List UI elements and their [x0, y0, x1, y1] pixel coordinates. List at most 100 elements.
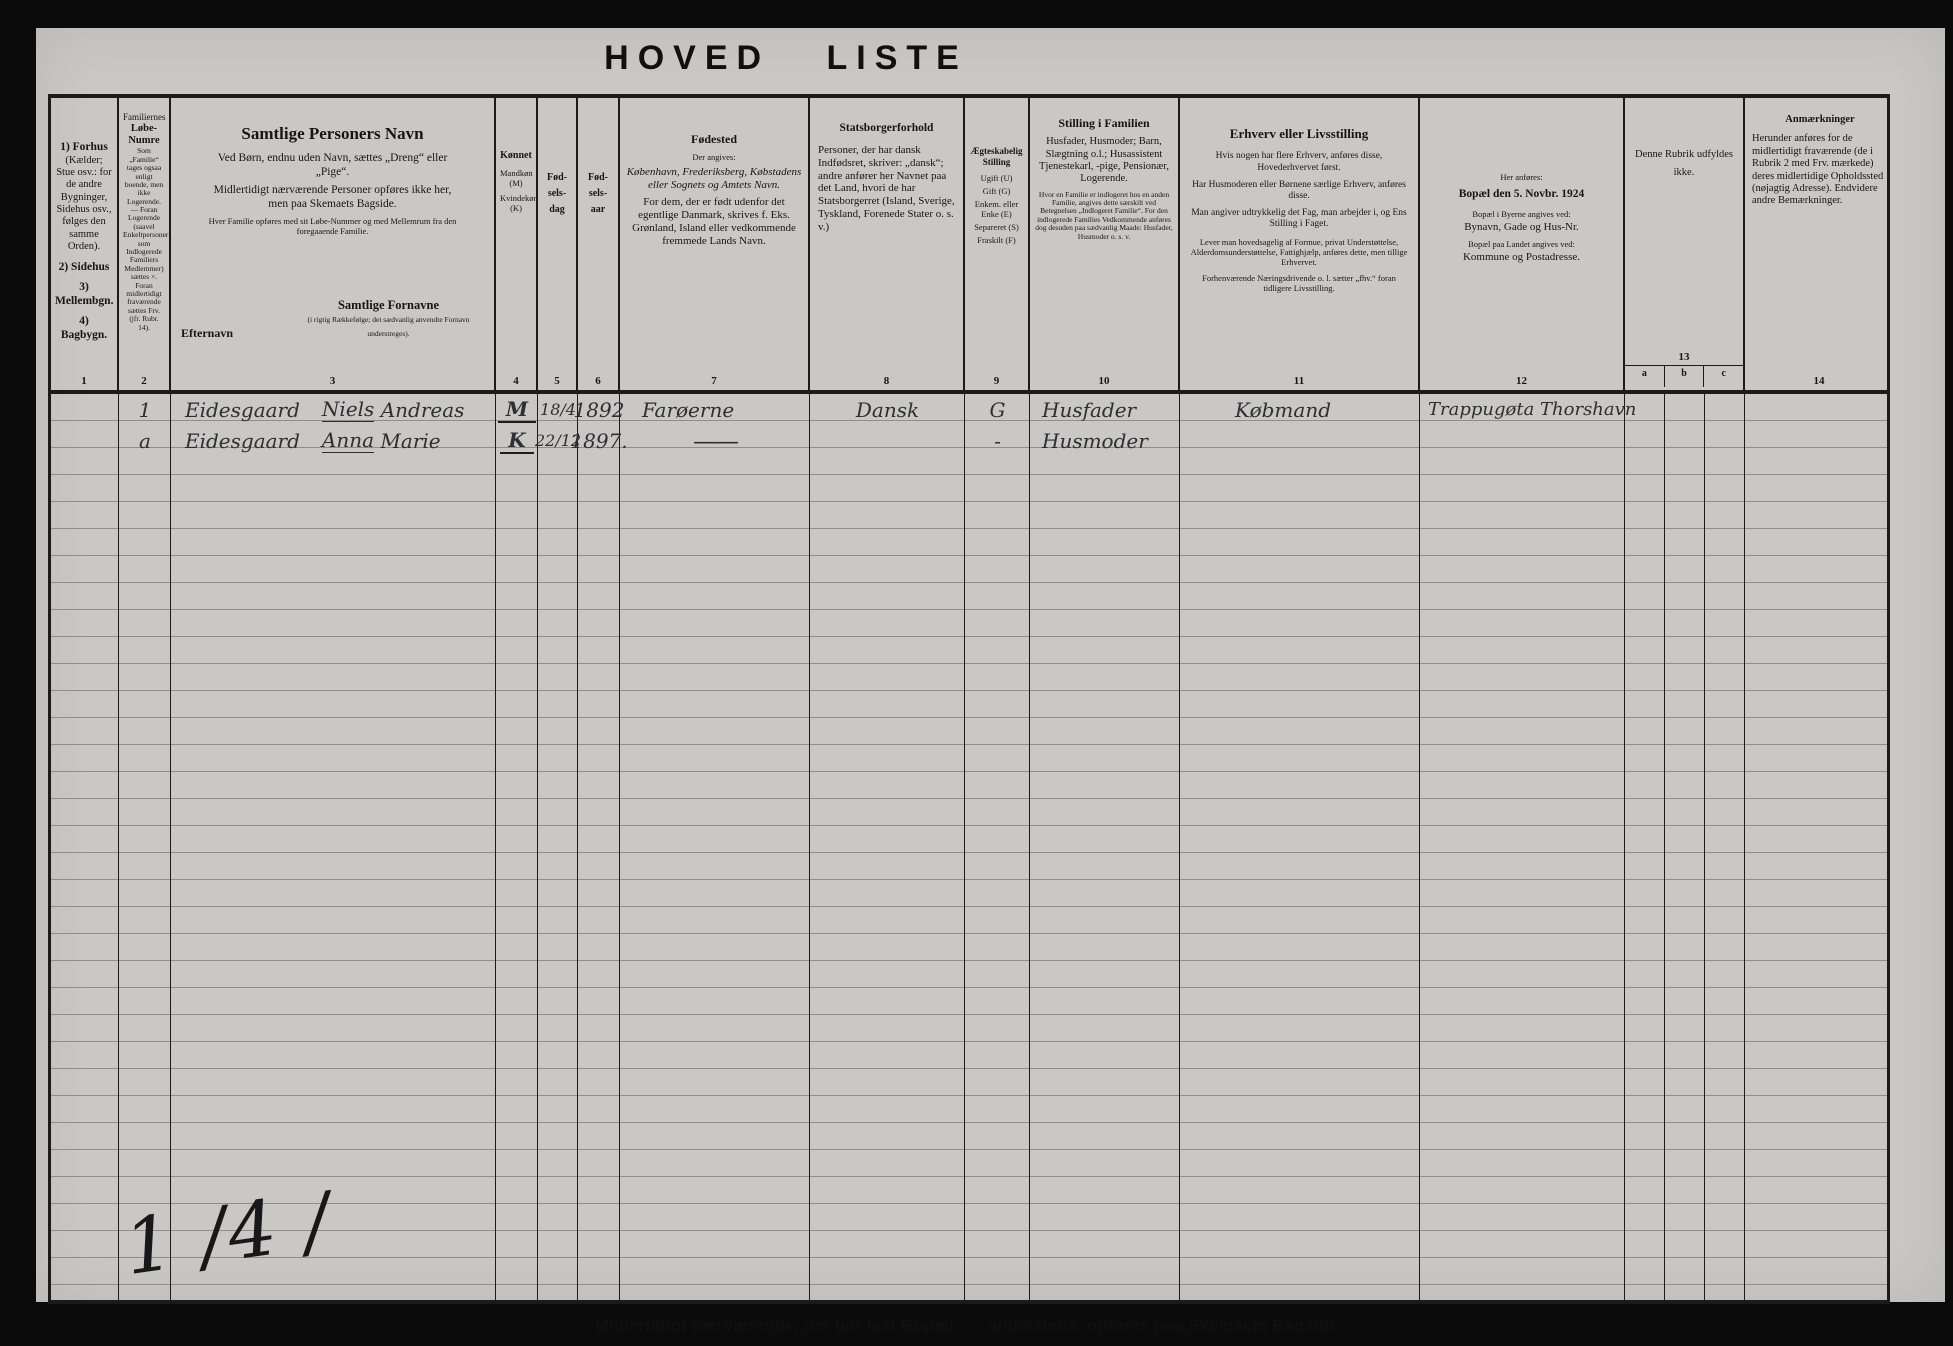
header-note: Midlertidigt nærværende Personer opføres…: [213, 184, 452, 210]
subcolumn-a: a: [1641, 368, 1647, 380]
header-label: 4) Bagbygn.: [60, 315, 108, 341]
column-number: 3: [171, 348, 496, 391]
header-option: Separeret (S): [974, 222, 1019, 233]
header-label: Bopæl den 5. Novbr. 1924: [1458, 188, 1585, 201]
subcolumn-letters: a b c: [1625, 365, 1743, 388]
scan-border-bottom: [0, 1302, 1953, 1346]
column-rule: [1625, 394, 1665, 1301]
column-rule: [51, 394, 119, 1301]
header-option: Ugift (U): [980, 173, 1013, 184]
header-label: 1) Forhus: [60, 141, 108, 153]
name-subheaders: Efternavn Samtlige Fornavne (i rigtig Ræ…: [175, 298, 490, 343]
header-note: Hvor en Familie er indlogeret hos en and…: [1035, 189, 1173, 241]
entry-fodested-ditto: ——: [693, 426, 739, 455]
header-note: Som „Familie“ tages ogsaa enligt boende,…: [123, 146, 169, 332]
scan-border-left: [0, 0, 36, 1346]
column-number: 6: [578, 348, 620, 391]
header-note: Bopæl i Byerne angives ved:: [1472, 208, 1571, 219]
column-header-fodested: Fødested Der angives: København, Frederi…: [620, 98, 810, 349]
header-label: 3) Mellembgn.: [55, 281, 114, 307]
header-note: Man angiver udtrykkelig det Fag, man arb…: [1191, 208, 1407, 230]
header-note: Kommune og Postadresse.: [1462, 250, 1580, 263]
header-label: Ægteskabelig Stilling: [970, 146, 1023, 167]
column-header-navn: Samtlige Personers Navn Ved Børn, endnu …: [171, 98, 496, 349]
table-body: 1 Eidesgaard Niels Andreas M 18/4 1892 F…: [51, 394, 1887, 1305]
entry-statsborger: Dansk: [855, 397, 920, 422]
entry-fornavn-underlined: Anna: [321, 428, 375, 454]
column-number: 13: [1678, 351, 1690, 364]
form-paper: HOVED LISTE 1) Forhus (Kælder; Stue osv.…: [36, 28, 1945, 1335]
entry-stilling: Husfader: [1042, 397, 1137, 422]
column-number: 7: [620, 348, 810, 391]
column-number: 8: [810, 348, 965, 391]
entry-name: Eidesgaard Anna Marie: [171, 425, 496, 456]
handwritten-entries: 1 Eidesgaard Niels Andreas M 18/4 1892 F…: [51, 394, 1887, 1300]
subheader-fornavne: Samtlige Fornavne (i rigtig Rækkefølge; …: [293, 298, 484, 341]
entry-fodselsdag: 22/12: [534, 431, 582, 451]
entry-erhverv: Købmand: [1235, 397, 1332, 422]
column-rule: [810, 394, 965, 1301]
column-header-anmaerkninger: Anmærkninger Herunder anføres for de mid…: [1745, 98, 1893, 348]
column-number-row: 1 2 3 4 5 6 7 8 9 10 11 12 13 a b c 14: [51, 348, 1887, 395]
subcolumn-c: c: [1703, 366, 1743, 388]
header-label: Stilling i Familien: [1058, 116, 1150, 130]
subheader-efternavn: Efternavn: [181, 326, 233, 341]
column-rule: [965, 394, 1030, 1301]
entry-fodselsaar: 1897.: [570, 428, 628, 453]
page-title: HOVED LISTE: [604, 39, 968, 77]
header-note: Der angives:: [692, 152, 736, 163]
column-header-udfyldes-ikke: Denne Rubrik udfyldes ikke.: [1625, 98, 1745, 349]
column-header-aegteskabelig-stilling: Ægteskabelig Stilling Ugift (U) Gift (G)…: [965, 98, 1030, 349]
header-label: Fød-sels-aar: [588, 172, 608, 215]
entry-efternavn: Eidesgaard: [185, 428, 300, 453]
entry-kon: M: [496, 394, 538, 425]
header-label: Erhverv eller Livsstilling: [1229, 126, 1369, 141]
table-body-grid: [51, 394, 1887, 1301]
header-note: Bynavn, Gade og Hus-Nr.: [1464, 220, 1579, 233]
header-note: Bopæl paa Landet angives ved:: [1468, 238, 1575, 249]
header-label: Denne Rubrik udfyldes ikke.: [1635, 149, 1733, 178]
header-label: Statsborgerforhold: [839, 122, 934, 134]
column-rule: [1705, 394, 1745, 1301]
footer-note-left: Midlertidigt nærværende, der har fast Bo…: [594, 1316, 954, 1336]
header-label: 2) Sidehus: [58, 260, 110, 273]
column-number: 11: [1180, 348, 1420, 391]
column-number: 12: [1420, 348, 1625, 391]
entry-bopael: Trappugøta Thorshavn: [1428, 399, 1637, 421]
footer-note: Midlertidigt nærværende, der har fast Bo…: [48, 1304, 1890, 1336]
column-number: 2: [119, 348, 171, 391]
header-note: Forhenværende Næringsdrivende o. l. sætt…: [1202, 272, 1396, 293]
column-rule: [496, 394, 538, 1301]
column-header-forhus: 1) Forhus (Kælder; Stue osv.: for de and…: [51, 98, 119, 349]
entry-fornavn: Andreas: [380, 397, 465, 422]
subcolumn-b: b: [1663, 366, 1704, 388]
column-number: 1: [51, 348, 119, 391]
header-label: Fød-sels-dag: [547, 172, 567, 215]
scan-border-right: [1945, 0, 1953, 1346]
header-note: Personer, der har dansk Indfødsret, skri…: [818, 143, 955, 234]
entry-fornavn: Marie: [380, 428, 441, 453]
header-label: Fødested: [691, 132, 737, 146]
column-number: 14: [1813, 375, 1825, 388]
column-rule: [1665, 394, 1705, 1301]
entry-aegteskabelig: -: [994, 428, 1001, 453]
subheader-note: (i rigtig Rækkefølge; det sædvanlig anve…: [307, 315, 470, 338]
column-number: 10: [1030, 348, 1180, 391]
column-header-fodselsdag: Fød-sels-dag: [538, 98, 578, 349]
entry-efternavn: Eidesgaard: [185, 397, 300, 422]
header-note: København, Frederiksberg, Købstadens ell…: [626, 166, 802, 192]
header-note: Husfader, Husmoder; Barn, Slægtning o.l.…: [1039, 136, 1169, 185]
header-note: Herunder anføres for de midlertidigt fra…: [1752, 133, 1884, 207]
table-header: 1) Forhus (Kælder; Stue osv.: for de and…: [51, 98, 1887, 349]
header-label: Løbe-Numre: [128, 122, 160, 146]
header-label: Familiernes: [123, 112, 166, 122]
column-number: 9: [965, 348, 1030, 391]
header-label: Kønnet: [500, 150, 532, 161]
column-header-lobenummer: Familiernes Løbe-Numre Som „Familie“ tag…: [119, 98, 171, 349]
header-note: For dem, der er født udenfor det egentli…: [632, 196, 796, 248]
entry-name: Eidesgaard Niels Andreas: [171, 394, 496, 425]
column-rule: [171, 394, 496, 1301]
entry-fodselsaar: 1892: [573, 397, 625, 422]
header-note: Lever man hovedsagelig af Formue, privat…: [1190, 236, 1408, 267]
